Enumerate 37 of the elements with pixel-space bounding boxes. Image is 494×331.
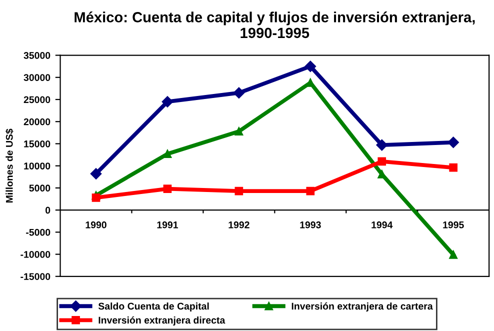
- legend-label: Inversión extranjera directa: [98, 316, 226, 326]
- x-tick-label: 1992: [228, 221, 250, 228]
- point: [163, 150, 172, 158]
- y-tick-label: 20000: [24, 118, 50, 126]
- point: [162, 96, 174, 108]
- point: [163, 184, 172, 193]
- y-tick-label: 10000: [24, 162, 50, 170]
- legend-label: Saldo Cuenta de Capital: [98, 302, 209, 312]
- y-tick-label: -10000: [20, 251, 50, 258]
- y-tick-label: -5000: [26, 228, 50, 236]
- point: [90, 168, 102, 180]
- chart-title: México: Cuenta de capital y flujos de inversión extranjera, 1990-1995: [74, 12, 475, 38]
- y-tick-label: 25000: [24, 96, 50, 104]
- point: [234, 186, 244, 196]
- y-tick-label: 30000: [24, 74, 50, 82]
- legend-label: Inversión extranjera de cartera: [292, 302, 433, 312]
- point: [449, 250, 458, 259]
- y-tick-label: 15000: [24, 140, 50, 148]
- y-tick-label: 5000: [29, 184, 50, 192]
- point: [449, 163, 458, 172]
- point: [448, 136, 459, 148]
- point: [233, 87, 245, 98]
- point: [378, 157, 386, 166]
- point: [234, 127, 244, 136]
- point: [92, 194, 100, 202]
- y-axis-title: Millones de US$: [5, 128, 14, 202]
- y-tick-label: -15000: [20, 273, 50, 280]
- x-tick-label: 1994: [372, 221, 393, 228]
- x-tick-label: 1991: [157, 221, 178, 228]
- point: [304, 60, 316, 72]
- x-tick-label: 1995: [443, 221, 464, 228]
- y-tick-label: 35000: [24, 52, 50, 59]
- point: [306, 186, 315, 196]
- y-tick-label: 0: [46, 206, 50, 214]
- x-tick-label: 1993: [300, 221, 321, 228]
- x-tick-label: 1990: [86, 221, 106, 228]
- point: [376, 139, 388, 151]
